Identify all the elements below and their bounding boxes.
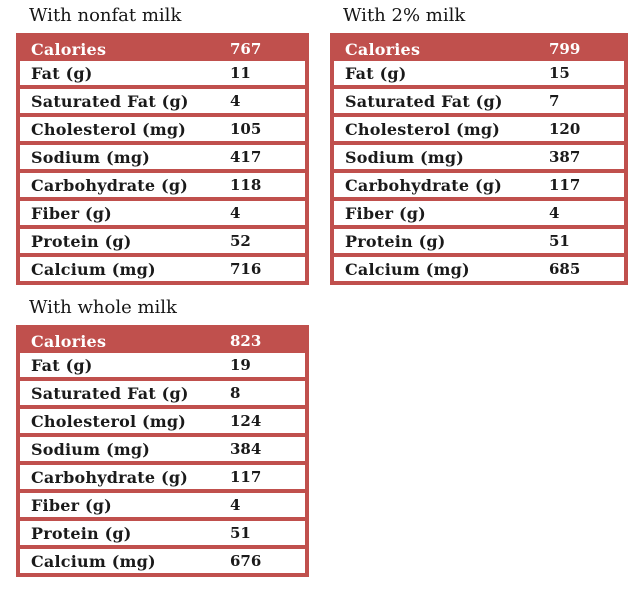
table-row: Sodium (mg) 417 — [20, 141, 305, 169]
row-value: 19 — [230, 356, 251, 374]
table-row: Protein (g) 52 — [20, 225, 305, 253]
table-row: Fiber (g) 4 — [334, 197, 624, 225]
row-label: Protein (g) — [31, 231, 132, 251]
row-value: 11 — [230, 64, 251, 82]
row-label: Fiber (g) — [31, 495, 112, 515]
nutrition-table-2-percent: Calories 799 Fat (g) 15 Saturated Fat (g… — [330, 33, 628, 285]
row-value: 117 — [549, 176, 581, 194]
row-label: Calories — [31, 331, 107, 351]
row-value: 4 — [549, 204, 560, 222]
row-value: 120 — [549, 120, 581, 138]
row-label: Carbohydrate (g) — [31, 175, 188, 195]
row-value: 51 — [549, 232, 570, 250]
table-title: With nonfat milk — [29, 5, 182, 26]
table-row: Fiber (g) 4 — [20, 489, 305, 517]
row-value: 105 — [230, 120, 262, 138]
table-row: Saturated Fat (g) 4 — [20, 85, 305, 113]
table-row: Saturated Fat (g) 8 — [20, 377, 305, 405]
table-row: Carbohydrate (g) 117 — [334, 169, 624, 197]
header-row: Calories 799 — [334, 37, 624, 61]
table-row: Fat (g) 15 — [334, 61, 624, 85]
row-label: Saturated Fat (g) — [31, 383, 189, 403]
row-value: 15 — [549, 64, 570, 82]
row-value: 52 — [230, 232, 251, 250]
row-label: Fat (g) — [31, 63, 93, 83]
row-label: Fiber (g) — [31, 203, 112, 223]
nutrition-table-whole: Calories 823 Fat (g) 19 Saturated Fat (g… — [16, 325, 309, 577]
row-label: Sodium (mg) — [31, 439, 151, 459]
row-value: 799 — [549, 40, 581, 58]
table-row: Protein (g) 51 — [334, 225, 624, 253]
table-title: With whole milk — [29, 297, 177, 318]
table-row: Saturated Fat (g) 7 — [334, 85, 624, 113]
row-label: Cholesterol (mg) — [31, 411, 187, 431]
table-row: Protein (g) 51 — [20, 517, 305, 545]
row-label: Saturated Fat (g) — [31, 91, 189, 111]
table-row: Calcium (mg) 676 — [20, 545, 305, 573]
table-row: Fat (g) 19 — [20, 353, 305, 377]
row-label: Calories — [345, 39, 421, 59]
table-title: With 2% milk — [343, 5, 466, 26]
row-label: Sodium (mg) — [31, 147, 151, 167]
row-label: Protein (g) — [345, 231, 446, 251]
table-row: Calcium (mg) 716 — [20, 253, 305, 281]
row-value: 823 — [230, 332, 262, 350]
row-label: Sodium (mg) — [345, 147, 465, 167]
row-value: 384 — [230, 440, 262, 458]
table-row: Cholesterol (mg) 105 — [20, 113, 305, 141]
row-value: 387 — [549, 148, 581, 166]
table-row: Carbohydrate (g) 118 — [20, 169, 305, 197]
row-label: Saturated Fat (g) — [345, 91, 503, 111]
table-row: Fiber (g) 4 — [20, 197, 305, 225]
header-row: Calories 767 — [20, 37, 305, 61]
row-value: 51 — [230, 524, 251, 542]
nutrition-block-whole-milk: With whole milk Calories 823 Fat (g) 19 … — [16, 297, 309, 577]
table-row: Sodium (mg) 384 — [20, 433, 305, 461]
nutrition-table-nonfat: Calories 767 Fat (g) 11 Saturated Fat (g… — [16, 33, 309, 285]
row-value: 685 — [549, 260, 581, 278]
row-value: 417 — [230, 148, 262, 166]
row-label: Calcium (mg) — [31, 259, 156, 279]
row-label: Carbohydrate (g) — [345, 175, 502, 195]
row-value: 767 — [230, 40, 262, 58]
row-value: 117 — [230, 468, 262, 486]
table-row: Carbohydrate (g) 117 — [20, 461, 305, 489]
table-row: Cholesterol (mg) 124 — [20, 405, 305, 433]
row-value: 124 — [230, 412, 262, 430]
row-label: Calories — [31, 39, 107, 59]
row-value: 4 — [230, 496, 241, 514]
row-value: 676 — [230, 552, 262, 570]
row-value: 7 — [549, 92, 560, 110]
row-label: Carbohydrate (g) — [31, 467, 188, 487]
header-row: Calories 823 — [20, 329, 305, 353]
row-label: Fat (g) — [345, 63, 407, 83]
table-row: Calcium (mg) 685 — [334, 253, 624, 281]
row-value: 118 — [230, 176, 262, 194]
table-row: Fat (g) 11 — [20, 61, 305, 85]
row-label: Calcium (mg) — [345, 259, 470, 279]
row-value: 4 — [230, 92, 241, 110]
row-value: 716 — [230, 260, 262, 278]
row-label: Protein (g) — [31, 523, 132, 543]
table-row: Sodium (mg) 387 — [334, 141, 624, 169]
row-value: 8 — [230, 384, 241, 402]
row-label: Cholesterol (mg) — [345, 119, 501, 139]
row-value: 4 — [230, 204, 241, 222]
row-label: Calcium (mg) — [31, 551, 156, 571]
nutrition-block-nonfat-milk: With nonfat milk Calories 767 Fat (g) 11… — [16, 5, 309, 285]
row-label: Fiber (g) — [345, 203, 426, 223]
row-label: Fat (g) — [31, 355, 93, 375]
table-row: Cholesterol (mg) 120 — [334, 113, 624, 141]
nutrition-block-2-percent-milk: With 2% milk Calories 799 Fat (g) 15 Sat… — [330, 5, 628, 285]
row-label: Cholesterol (mg) — [31, 119, 187, 139]
